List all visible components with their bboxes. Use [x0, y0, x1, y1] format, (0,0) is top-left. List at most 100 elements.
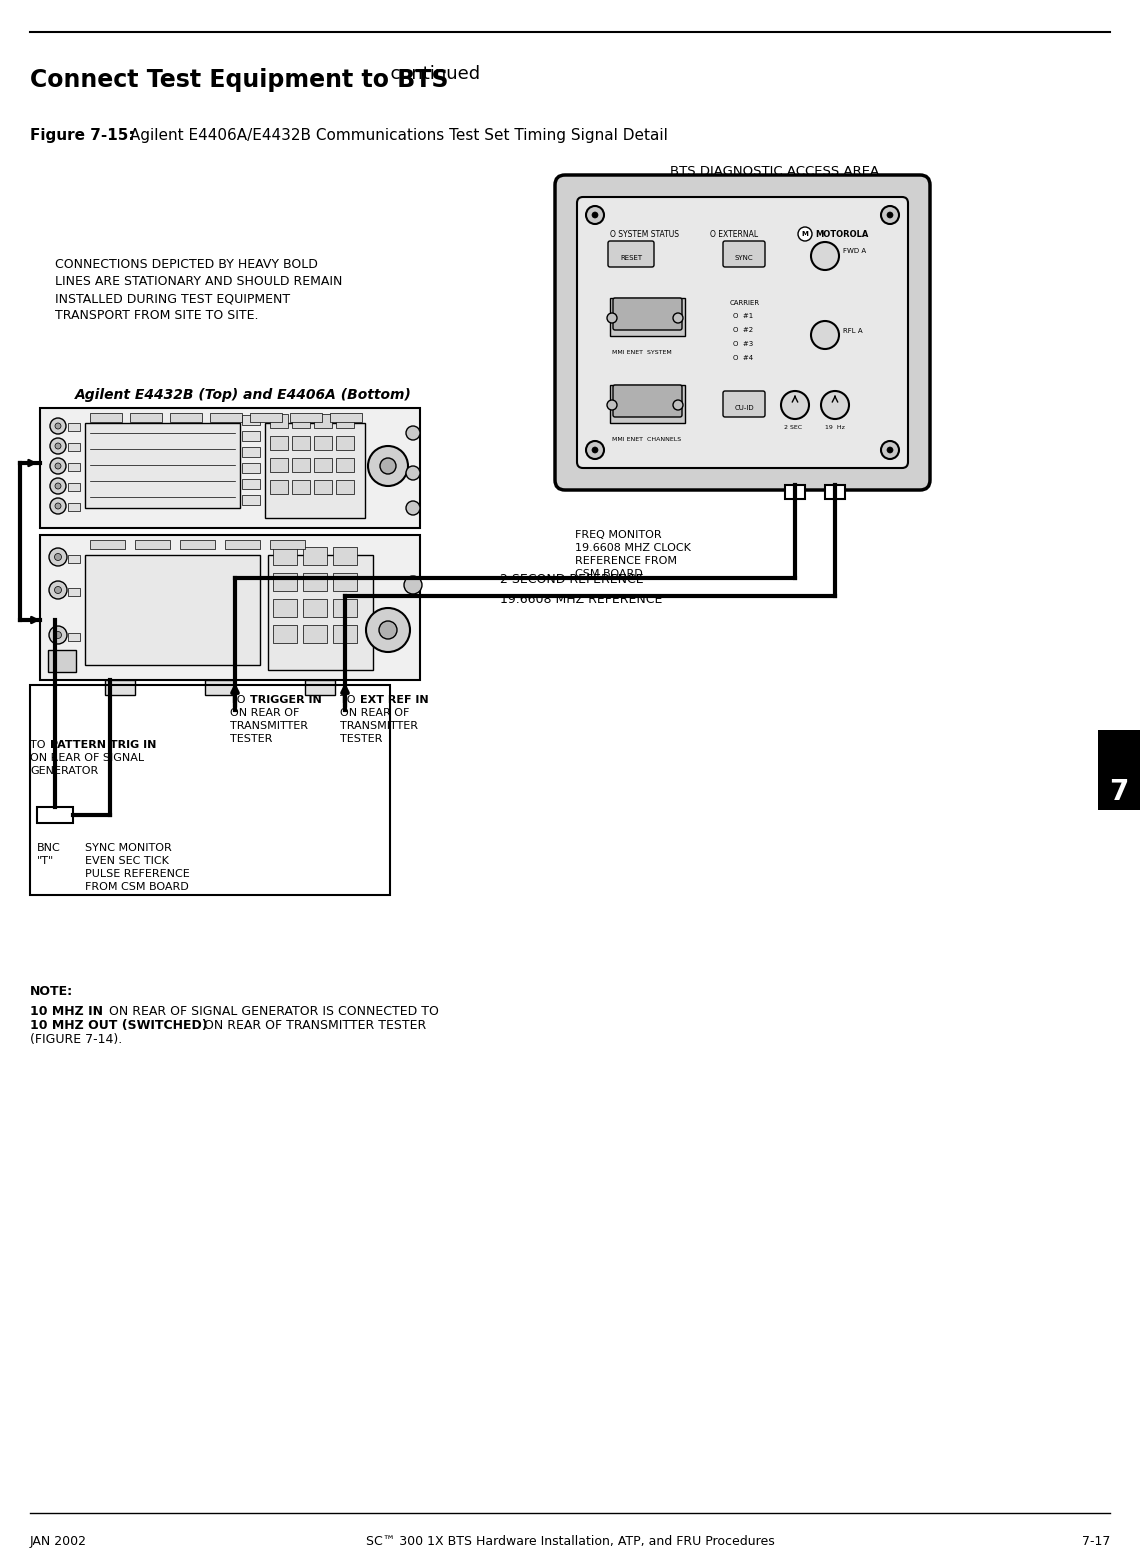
Circle shape: [406, 500, 420, 514]
Bar: [329, 413, 363, 423]
Text: O  #4: O #4: [733, 354, 754, 361]
Text: CONNECTIONS DEPICTED BY HEAVY BOLD: CONNECTIONS DEPICTED BY HEAVY BOLD: [55, 258, 318, 270]
Bar: [205, 681, 235, 695]
Bar: [306, 681, 335, 695]
Bar: [333, 598, 357, 617]
Circle shape: [881, 441, 899, 458]
Bar: [272, 573, 298, 591]
Bar: [290, 413, 321, 423]
Bar: [303, 573, 327, 591]
Bar: [336, 437, 355, 451]
FancyBboxPatch shape: [555, 176, 930, 490]
Text: BTS DIAGNOSTIC ACCESS AREA: BTS DIAGNOSTIC ACCESS AREA: [670, 165, 880, 179]
Text: 2 SECOND REFERENCE: 2 SECOND REFERENCE: [500, 573, 644, 586]
Circle shape: [811, 242, 839, 270]
Bar: [292, 413, 310, 427]
Circle shape: [586, 441, 604, 458]
Text: O SYSTEM STATUS: O SYSTEM STATUS: [610, 230, 679, 239]
FancyBboxPatch shape: [608, 241, 654, 267]
Circle shape: [673, 399, 683, 410]
Bar: [40, 535, 420, 681]
Bar: [68, 587, 80, 597]
Text: 10 MHZ OUT (SWITCHED): 10 MHZ OUT (SWITCHED): [30, 1019, 207, 1032]
Text: (FIGURE 7-14).: (FIGURE 7-14).: [30, 1033, 122, 1046]
Bar: [336, 480, 355, 494]
Bar: [270, 437, 288, 451]
Bar: [68, 483, 80, 491]
Bar: [292, 437, 310, 451]
Circle shape: [887, 211, 893, 218]
Text: GENERATOR: GENERATOR: [30, 766, 98, 775]
Circle shape: [821, 392, 849, 420]
Text: TRANSPORT FROM SITE TO SITE.: TRANSPORT FROM SITE TO SITE.: [55, 309, 259, 322]
Bar: [264, 423, 365, 517]
Circle shape: [50, 458, 66, 474]
Text: LINES ARE STATIONARY AND SHOULD REMAIN: LINES ARE STATIONARY AND SHOULD REMAIN: [55, 275, 342, 287]
Bar: [292, 458, 310, 472]
Text: Agilent E4406A/E4432B Communications Test Set Timing Signal Detail: Agilent E4406A/E4432B Communications Tes…: [125, 127, 668, 143]
Bar: [314, 437, 332, 451]
Bar: [36, 807, 73, 824]
Text: ON REAR OF: ON REAR OF: [230, 709, 300, 718]
Bar: [68, 443, 80, 451]
Text: 19.6608 MHZ REFERENCE: 19.6608 MHZ REFERENCE: [500, 594, 662, 606]
Bar: [242, 448, 260, 457]
Bar: [68, 555, 80, 563]
Bar: [336, 458, 355, 472]
Circle shape: [887, 448, 893, 454]
Circle shape: [50, 497, 66, 514]
Text: TRANSMITTER: TRANSMITTER: [340, 721, 418, 730]
Text: TRANSMITTER: TRANSMITTER: [230, 721, 308, 730]
Text: 7: 7: [1109, 779, 1129, 807]
Text: O  #3: O #3: [733, 340, 754, 347]
Bar: [130, 413, 162, 423]
Bar: [105, 681, 135, 695]
Text: RESET: RESET: [620, 255, 642, 261]
Text: PULSE REFERENCE: PULSE REFERENCE: [86, 869, 189, 880]
Bar: [270, 480, 288, 494]
Text: ON REAR OF SIGNAL GENERATOR IS CONNECTED TO: ON REAR OF SIGNAL GENERATOR IS CONNECTED…: [105, 1005, 439, 1018]
Bar: [314, 480, 332, 494]
Bar: [314, 458, 332, 472]
Text: PATTERN TRIG IN: PATTERN TRIG IN: [50, 740, 156, 751]
Bar: [292, 480, 310, 494]
Text: O  #2: O #2: [733, 326, 754, 333]
Circle shape: [49, 581, 67, 598]
Circle shape: [55, 631, 62, 639]
Text: FWD A: FWD A: [842, 249, 866, 253]
Text: TESTER: TESTER: [230, 733, 272, 744]
Bar: [90, 413, 122, 423]
Circle shape: [380, 458, 396, 474]
Bar: [242, 479, 260, 490]
FancyBboxPatch shape: [723, 392, 765, 416]
Bar: [270, 539, 306, 549]
Bar: [333, 625, 357, 643]
Text: FREQ MONITOR: FREQ MONITOR: [575, 530, 661, 539]
Text: SYNC MONITOR: SYNC MONITOR: [86, 842, 172, 853]
Text: CSM BOARD: CSM BOARD: [575, 569, 643, 580]
Circle shape: [606, 312, 617, 323]
Bar: [210, 413, 242, 423]
Text: 19  Hz: 19 Hz: [825, 424, 845, 430]
Circle shape: [55, 463, 62, 469]
Text: TESTER: TESTER: [340, 733, 382, 744]
Text: MOTOROLA: MOTOROLA: [815, 230, 869, 239]
Circle shape: [798, 227, 812, 241]
Bar: [242, 463, 260, 472]
Circle shape: [55, 586, 62, 594]
Bar: [785, 485, 805, 499]
Text: MMI ENET  SYSTEM: MMI ENET SYSTEM: [612, 350, 671, 354]
Text: 7-17: 7-17: [1082, 1535, 1110, 1548]
Circle shape: [811, 322, 839, 350]
Bar: [303, 547, 327, 566]
Bar: [68, 503, 80, 511]
Bar: [250, 413, 282, 423]
Bar: [225, 539, 260, 549]
Circle shape: [592, 211, 598, 218]
Circle shape: [881, 207, 899, 224]
Bar: [68, 632, 80, 640]
Circle shape: [406, 426, 420, 440]
Text: JAN 2002: JAN 2002: [30, 1535, 87, 1548]
Bar: [336, 413, 355, 427]
Circle shape: [55, 443, 62, 449]
